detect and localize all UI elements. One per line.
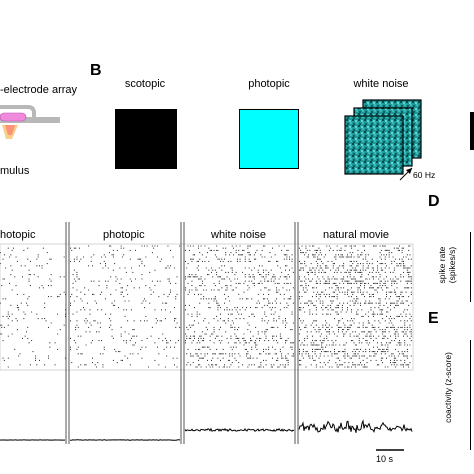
raster-and-trace [0, 222, 414, 451]
retina-tissue [0, 112, 27, 122]
raster-segment-2 [70, 245, 181, 368]
panel-e-axis [470, 340, 471, 450]
panel-letter-d: D [428, 193, 440, 210]
raster-segment-3 [185, 245, 294, 368]
stimulus-photopic-square [239, 109, 299, 169]
stimulus-label-white-noise: white noise [353, 78, 409, 90]
segment-label-natural-movie: natural movie [323, 229, 390, 241]
spike-rate-ylabel: spike rate (spikes/s) [437, 230, 457, 300]
spike-rate-ylabel-line1: spike rate [437, 246, 447, 284]
spike-rate-ylabel-line2: (spikes/s) [447, 246, 457, 284]
segment-label-photopic: photopic [103, 229, 145, 241]
mea-schematic [0, 105, 60, 139]
white-noise-stack [344, 99, 422, 181]
panel-d-axis [470, 232, 471, 302]
trace-segment-3 [184, 427, 295, 433]
panel-letter-b: B [90, 62, 102, 79]
trace-segment-4 [298, 419, 413, 433]
panel-letter-e: E [428, 310, 439, 327]
frame-rate-label: 60 Hz [413, 170, 436, 180]
stimulus-label-scotopic: scotopic [124, 78, 166, 90]
time-arrow-head [406, 168, 412, 174]
segment-label-scotopic: hotopic [0, 229, 36, 241]
mea-plate [0, 117, 60, 123]
mea-chamber-wall [0, 105, 36, 119]
stimulus-light-core [5, 125, 15, 135]
noise-frame-1 [344, 115, 404, 175]
cropped-stimulus-edge [470, 112, 474, 150]
array-label: -electrode array [0, 84, 78, 96]
population-traces [0, 419, 413, 441]
stimulus-label-photopic: photopic [248, 78, 290, 90]
segment-label-white-noise: white noise [211, 229, 267, 241]
raster-frame [0, 243, 414, 371]
stimulus-label: mulus [0, 165, 30, 177]
stimulus-scotopic-square [115, 109, 177, 169]
segment-dividers [65, 222, 299, 444]
raster-segment-4 [299, 245, 412, 368]
coactivity-ylabel: coactivity (z-score) [443, 352, 453, 423]
spike-rasters [0, 243, 414, 371]
raster-segment-1 [0, 247, 66, 368]
scale-bar-label: 10 s [376, 454, 394, 464]
